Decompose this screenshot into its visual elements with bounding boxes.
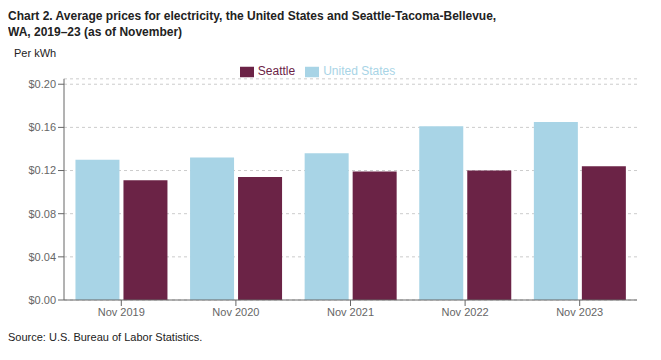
svg-text:Nov 2020: Nov 2020 (212, 306, 259, 318)
svg-text:$0.00: $0.00 (28, 294, 56, 306)
svg-text:$0.12: $0.12 (28, 164, 56, 176)
svg-text:$0.16: $0.16 (28, 121, 56, 133)
html-text:United States: United States (323, 64, 396, 78)
svg-text:$0.08: $0.08 (28, 208, 56, 220)
svg-text:$0.04: $0.04 (28, 251, 56, 263)
html-text:Seattle: Seattle (257, 64, 296, 78)
html-text:Per kWh: Per kWh (14, 47, 57, 59)
html-text:WA, 2019–23 (as of November): WA, 2019–23 (as of November) (8, 25, 183, 39)
svg-text:$0.20: $0.20 (28, 78, 56, 90)
svg-text:Nov 2022: Nov 2022 (442, 306, 489, 318)
svg-text:Nov 2021: Nov 2021 (327, 306, 374, 318)
svg-text:Nov 2019: Nov 2019 (98, 306, 145, 318)
svg-text:Nov 2023: Nov 2023 (556, 306, 603, 318)
html-text:Chart 2. Average prices for el: Chart 2. Average prices for electricity,… (8, 9, 497, 23)
html-text:Source: U.S. Bureau of Labor S: Source: U.S. Bureau of Labor Statistics. (8, 331, 203, 343)
